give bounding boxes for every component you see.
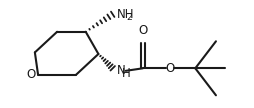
Text: H: H [121,67,130,80]
Text: O: O [138,25,148,37]
Text: 2: 2 [126,13,132,22]
Text: N: N [117,64,125,77]
Text: NH: NH [117,8,134,21]
Text: O: O [165,62,174,75]
Text: O: O [26,68,36,81]
